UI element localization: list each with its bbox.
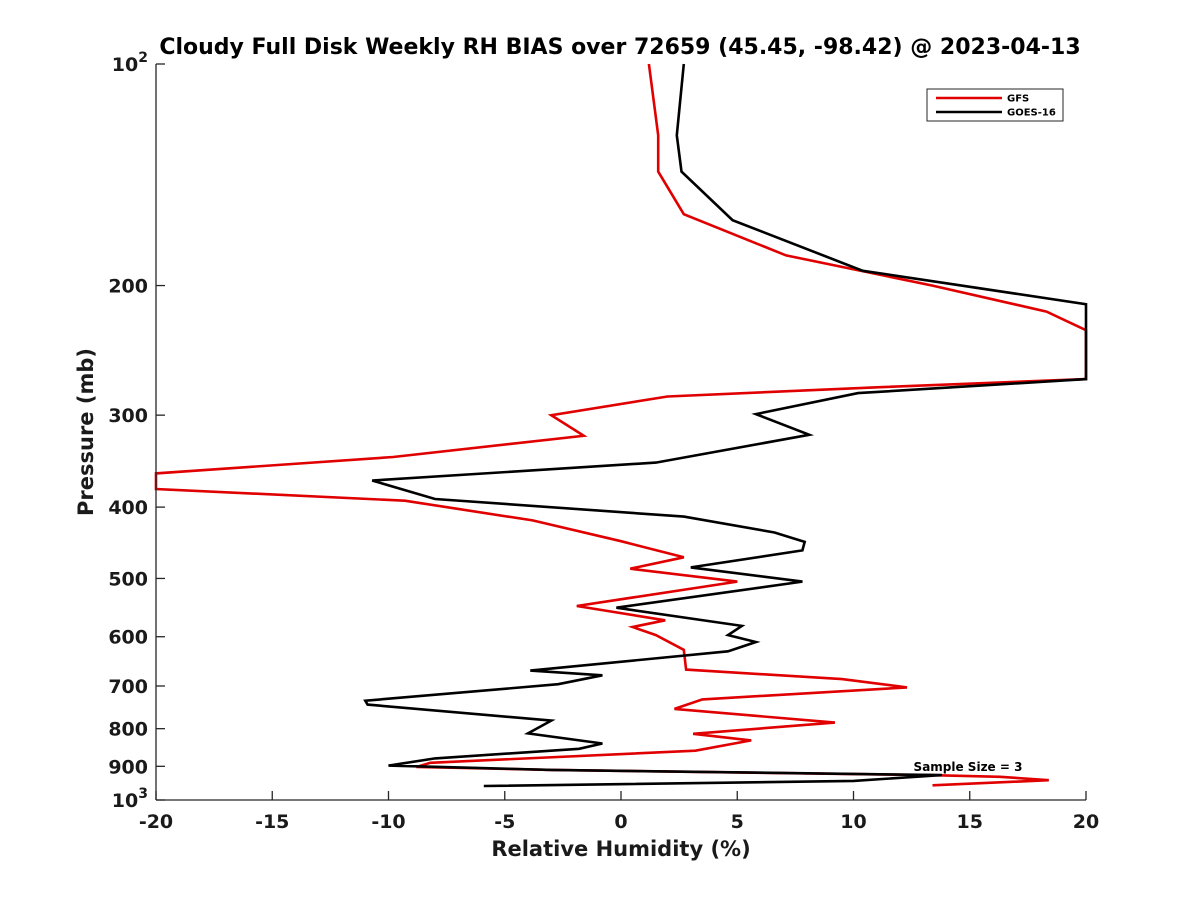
x-tick-label: -15 (255, 811, 289, 833)
chart-title: Cloudy Full Disk Weekly RH BIAS over 726… (159, 35, 1080, 60)
legend-label-gfs: GFS (1007, 94, 1029, 105)
y-tick-label: 300 (108, 405, 148, 427)
series-line-goes-16 (363, 63, 1088, 788)
series-layer (154, 63, 1088, 788)
legend-label-goes-16: GOES-16 (1007, 108, 1056, 119)
y-tick-label: 500 (108, 568, 148, 590)
y-tick-label: 800 (108, 719, 148, 741)
x-tick-label: 10 (840, 811, 866, 833)
y-tick-label: 200 (108, 276, 148, 298)
legend-box (926, 88, 1064, 122)
x-tick-label: 15 (957, 811, 983, 833)
x-tick-label: -5 (494, 811, 515, 833)
y-tick-label: 102 (112, 50, 148, 76)
y-axis-label: Pressure (mb) (74, 348, 98, 516)
x-tick-label: -20 (139, 811, 173, 833)
x-axis-label: Relative Humidity (%) (491, 837, 750, 861)
y-tick-label: 103 (112, 786, 148, 812)
x-tick-label: -10 (371, 811, 405, 833)
x-tick-label: 0 (614, 811, 627, 833)
legend: GFS GOES-16 (926, 88, 1064, 122)
y-tick-label: 700 (108, 676, 148, 698)
sample-size-annotation: Sample Size = 3 (914, 760, 1023, 774)
y-tick-label: 400 (108, 497, 148, 519)
y-ticks: 102 200 300 400 500 600 700 800 900 103 (108, 50, 165, 812)
y-tick-label: 900 (108, 756, 148, 778)
y-tick-label: 600 (108, 627, 148, 649)
x-tick-label: 5 (731, 811, 744, 833)
x-ticks: -20 -15 -10 -5 0 5 10 15 20 (139, 791, 1099, 833)
x-tick-label: 20 (1073, 811, 1099, 833)
